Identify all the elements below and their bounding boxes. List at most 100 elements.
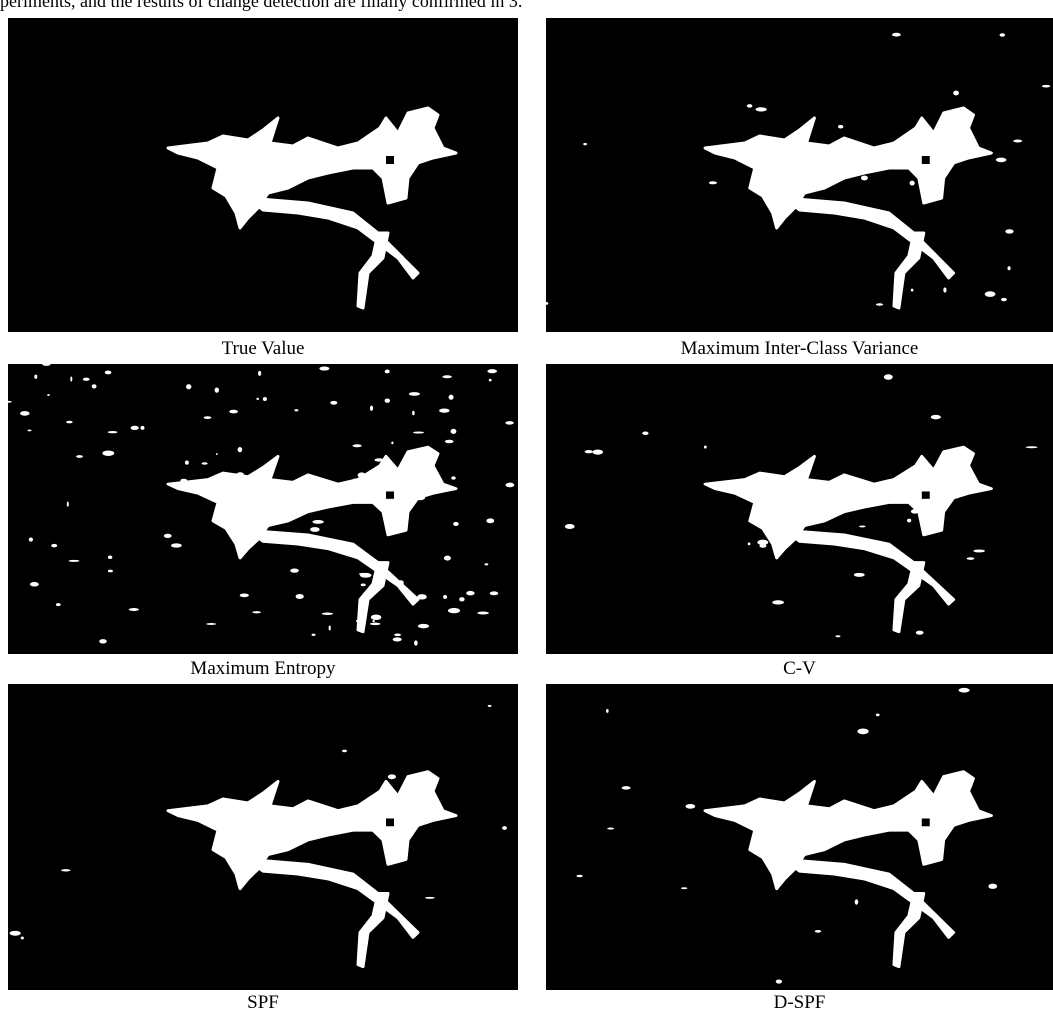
noise-speck [180, 479, 187, 483]
noise-speck [378, 503, 387, 506]
noise-speck [70, 376, 72, 381]
noise-speck [356, 620, 360, 623]
water-region [168, 772, 456, 967]
noise-speck [83, 378, 90, 381]
noise-speck [47, 394, 50, 396]
noise-speck [296, 594, 304, 599]
noise-speck [393, 637, 402, 641]
noise-speck [876, 714, 880, 717]
noise-speck [576, 875, 582, 878]
noise-speck [585, 450, 593, 453]
noise-speck [312, 634, 316, 636]
noise-speck [776, 979, 782, 983]
binary-image [546, 18, 1053, 332]
noise-speck [223, 501, 235, 507]
noise-speck [973, 549, 985, 552]
noise-speck [931, 415, 941, 419]
noise-speck [385, 370, 390, 374]
noise-speck [911, 289, 914, 292]
noise-speck [910, 181, 915, 186]
noise-speck [392, 482, 396, 487]
noise-speck [824, 174, 830, 177]
binary-image [8, 684, 518, 990]
noise-speck [371, 614, 381, 620]
noise-speck [240, 594, 249, 598]
noise-speck [854, 573, 865, 577]
noise-speck [959, 688, 970, 693]
noise-speck [907, 519, 911, 523]
noise-speck [375, 458, 384, 461]
caption: D-SPF [546, 992, 1053, 1014]
noise-speck [294, 409, 298, 411]
noise-speck [216, 453, 218, 455]
noise-speck [546, 302, 548, 305]
image-panel [8, 18, 518, 332]
noise-speck [204, 416, 212, 419]
noise-speck [488, 705, 492, 707]
noise-speck [342, 750, 347, 753]
noise-speck [502, 826, 507, 830]
noise-speck [66, 421, 72, 424]
noise-speck [256, 398, 259, 400]
noise-speck [477, 612, 489, 615]
noise-speck [322, 612, 333, 615]
noise-speck [916, 631, 924, 635]
noise-speck [606, 709, 609, 713]
noise-speck [859, 526, 865, 528]
noise-speck [102, 450, 114, 456]
noise-speck [943, 287, 946, 292]
noise-speck [370, 406, 373, 411]
image-panel [546, 18, 1053, 332]
water-region [705, 108, 991, 308]
noise-speck [61, 869, 70, 871]
noise-speck [413, 432, 424, 434]
noise-speck [353, 444, 362, 447]
noise-speck [287, 508, 297, 511]
noise-speck [10, 931, 21, 936]
noise-speck [857, 728, 868, 734]
noise-speck [415, 495, 425, 500]
noise-speck [418, 624, 429, 628]
noise-speck [855, 899, 859, 904]
noise-speck [967, 557, 975, 560]
noise-speck [772, 600, 784, 604]
page: periments, and the results of change det… [0, 0, 1053, 1014]
noise-speck [28, 429, 32, 431]
noise-speck [171, 543, 182, 547]
noise-speck [56, 603, 61, 606]
noise-speck [996, 158, 1007, 163]
noise-speck [709, 181, 717, 184]
noise-speck [108, 570, 113, 573]
noise-speck [412, 411, 415, 416]
noise-speck [451, 476, 455, 479]
noise-speck [69, 560, 80, 562]
noise-speck [8, 401, 12, 403]
noise-speck [442, 375, 452, 378]
noise-speck [755, 107, 766, 111]
noise-speck [397, 580, 403, 585]
noise-speck [486, 518, 494, 523]
noise-speck [876, 303, 883, 306]
water-region [705, 772, 991, 967]
noise-speck [448, 608, 460, 613]
noise-speck [99, 639, 107, 643]
noise-speck [34, 375, 37, 379]
noise-speck [29, 538, 33, 542]
caption: C-V [546, 658, 1053, 680]
noise-speck [207, 482, 210, 485]
noise-speck [391, 441, 393, 444]
noise-speck [385, 398, 390, 402]
noise-speck [459, 597, 464, 601]
noise-speck [985, 291, 996, 297]
noise-speck [310, 527, 320, 532]
noise-speck [258, 371, 261, 376]
image-panel [8, 364, 518, 654]
noise-speck [319, 366, 329, 370]
noise-speck [206, 623, 216, 625]
noise-speck [884, 374, 893, 380]
noise-speck [331, 486, 338, 489]
noise-speck [443, 595, 447, 599]
water-region [168, 447, 456, 632]
noise-speck [330, 401, 337, 405]
noise-speck [1000, 33, 1006, 36]
